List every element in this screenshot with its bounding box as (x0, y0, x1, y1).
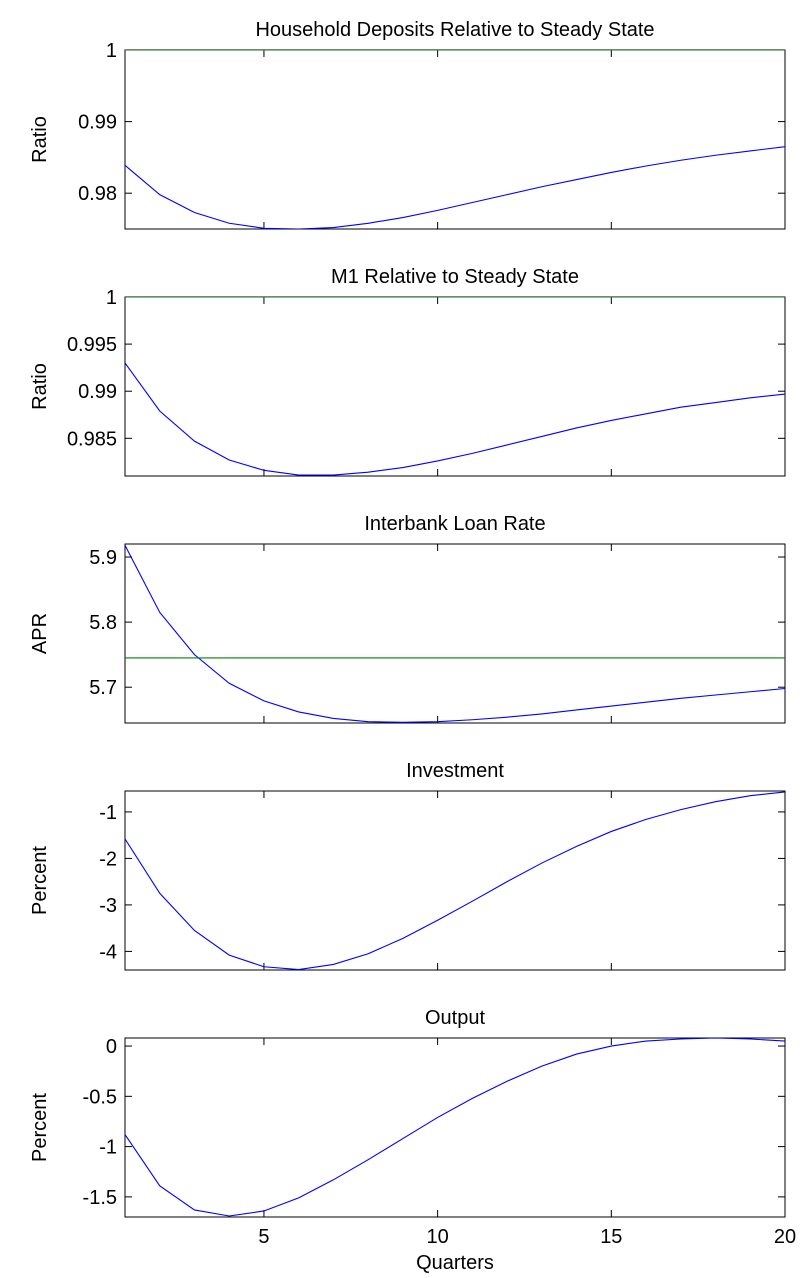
subplot-title: Output (425, 1007, 485, 1029)
subplot-5: Output Percent -1.5 -1 -0.5 0 5 10 15 20 Quarters (29, 1007, 796, 1274)
subplot-title: Interbank Loan Rate (364, 513, 545, 535)
x-tick-label: 15 (600, 1226, 622, 1248)
y-tick-label: -3 (99, 895, 117, 917)
subplot-title: Investment (406, 760, 504, 782)
series-line-response (125, 791, 785, 970)
y-tick-label: 0 (106, 1036, 117, 1058)
y-tick-label: 1 (106, 287, 117, 309)
x-tick-label: 20 (774, 1226, 796, 1248)
y-axis-label: Ratio (29, 116, 51, 163)
series-line-response (125, 146, 785, 229)
subplot-3: Interbank Loan Rate APR 5.7 5.8 5.9 (29, 513, 786, 724)
series-line-response (125, 1038, 785, 1217)
series-line-response (125, 362, 785, 476)
subplot-title: M1 Relative to Steady State (331, 266, 579, 288)
y-tick-label: -2 (99, 848, 117, 870)
plot-frame (124, 296, 786, 477)
y-tick-label: 5.7 (89, 677, 117, 699)
y-tick-label: 0.98 (78, 183, 117, 205)
y-tick-label: 5.9 (89, 547, 117, 569)
y-axis-label: Percent (29, 1093, 51, 1162)
x-tick-label: 5 (258, 1226, 269, 1248)
plot-frame (124, 790, 786, 971)
y-axis-label: APR (29, 613, 51, 654)
subplot-title: Household Deposits Relative to Steady St… (255, 19, 654, 41)
x-tick-label: 10 (427, 1226, 449, 1248)
y-tick-label: 0.99 (78, 112, 117, 134)
y-tick-label: 0.99 (78, 381, 117, 403)
plot-frame (124, 1037, 786, 1218)
y-tick-label: -0.5 (83, 1086, 117, 1108)
y-tick-label: -1.5 (83, 1187, 117, 1209)
y-tick-label: -1 (99, 802, 117, 824)
y-tick-label: -4 (99, 941, 117, 963)
y-axis-label: Percent (29, 846, 51, 915)
x-axis-label: Quarters (416, 1252, 494, 1274)
subplot-1: Household Deposits Relative to Steady St… (29, 19, 786, 230)
y-tick-label: -1 (99, 1137, 117, 1159)
y-tick-label: 0.985 (67, 428, 117, 450)
plot-frame (124, 49, 786, 230)
y-tick-label: 5.8 (89, 612, 117, 634)
y-axis-label: Ratio (29, 363, 51, 410)
plot-frame (124, 543, 786, 724)
y-tick-label: 1 (106, 40, 117, 62)
series-line-response (125, 545, 785, 723)
subplot-2: M1 Relative to Steady State Ratio 0.985 0.9… (29, 266, 786, 477)
subplot-4: Investment Percent -4 -3 -2 -1 (29, 760, 786, 971)
y-tick-label: 0.995 (67, 334, 117, 356)
